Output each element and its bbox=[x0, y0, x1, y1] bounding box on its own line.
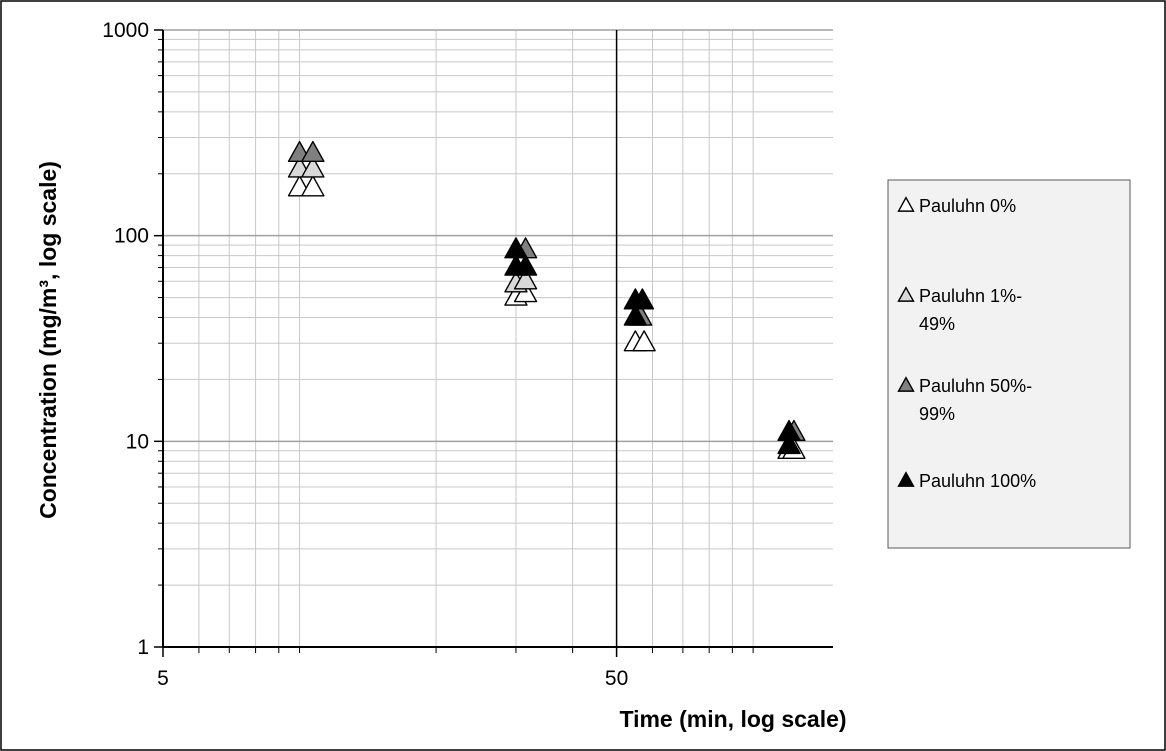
data-point bbox=[301, 156, 325, 178]
y-axis-title: Concentration (mg/m³, log scale) bbox=[35, 161, 61, 519]
legend-label: Pauluhn 1%- bbox=[919, 286, 1022, 306]
data-point bbox=[301, 140, 325, 163]
y-tick-label: 100 bbox=[114, 225, 149, 248]
data-point bbox=[623, 304, 648, 326]
y-tick-label: 1 bbox=[137, 636, 149, 659]
x-axis-title: Time (min, log scale) bbox=[619, 706, 846, 732]
legend-marker bbox=[897, 376, 915, 392]
axes: 1 10 100 1000 5 50 bbox=[102, 19, 833, 690]
legend-marker bbox=[897, 471, 915, 487]
x-tick-label: 50 bbox=[605, 667, 628, 690]
data-point bbox=[630, 288, 655, 310]
legend-label: 99% bbox=[919, 404, 955, 424]
data-point bbox=[301, 175, 325, 197]
legend-label: 49% bbox=[919, 314, 955, 334]
x-tick-label: 5 bbox=[157, 667, 169, 690]
data-point bbox=[777, 419, 801, 442]
legend-label: Pauluhn 50%- bbox=[919, 376, 1032, 396]
plot-area bbox=[163, 30, 833, 647]
y-tick-label: 1000 bbox=[102, 19, 149, 42]
data-point bbox=[513, 254, 538, 276]
legend-marker bbox=[897, 286, 915, 302]
data-points bbox=[287, 140, 806, 459]
legend-label: Pauluhn 0% bbox=[919, 196, 1016, 216]
data-point bbox=[632, 330, 656, 352]
legend-box bbox=[887, 179, 1131, 549]
y-tick-label: 10 bbox=[126, 430, 149, 453]
data-point bbox=[777, 432, 801, 455]
legend-label: Pauluhn 100% bbox=[919, 471, 1036, 491]
grid bbox=[163, 29, 833, 647]
legend: Pauluhn 0% Pauluhn 1%- 49% Pauluhn 50%- 99% P… bbox=[887, 179, 1131, 549]
data-point bbox=[513, 268, 538, 290]
legend-marker bbox=[897, 196, 915, 212]
